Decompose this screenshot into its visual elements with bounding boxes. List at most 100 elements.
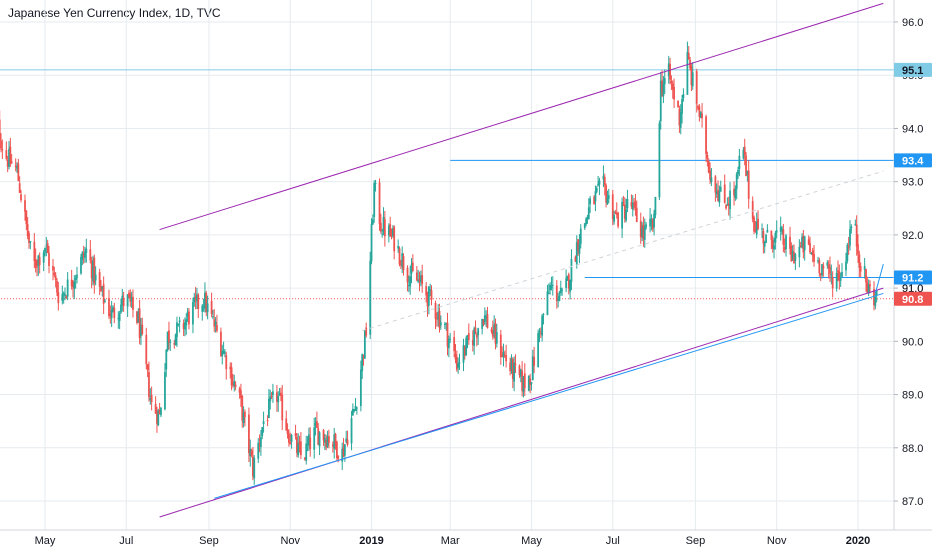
candle-body xyxy=(621,201,623,229)
candle-body xyxy=(623,204,626,219)
candle-body xyxy=(192,302,194,325)
candle-body xyxy=(266,420,269,422)
candle-body xyxy=(252,456,254,477)
candle-body xyxy=(315,421,318,428)
candle-body xyxy=(359,369,362,407)
candle-body xyxy=(130,296,133,301)
candle-body xyxy=(547,293,550,295)
candle-body xyxy=(866,282,869,293)
candle-body xyxy=(774,232,777,243)
candle-body xyxy=(52,266,54,271)
candle-body xyxy=(100,285,102,292)
candle-body xyxy=(66,279,69,297)
candle-body xyxy=(307,434,310,446)
candle-body xyxy=(613,215,615,222)
candle-body xyxy=(633,203,635,205)
candle-body xyxy=(799,245,802,248)
candle-body xyxy=(463,346,466,356)
candle-body xyxy=(766,229,769,233)
candle-body xyxy=(65,296,68,298)
time-tick-label: Sep xyxy=(686,535,706,547)
time-tick-label: Jul xyxy=(606,535,620,547)
price-axis[interactable]: 87.088.089.090.091.092.093.094.095.096.0 xyxy=(894,17,923,508)
candle-body xyxy=(407,284,410,286)
candle-body xyxy=(37,255,40,266)
candle-body xyxy=(578,243,581,254)
candle-body xyxy=(70,279,73,287)
candle-body xyxy=(569,279,572,292)
candle-body xyxy=(443,324,446,326)
channel-lower[interactable] xyxy=(159,287,884,518)
candle-body xyxy=(701,113,703,119)
candle-body xyxy=(29,241,32,243)
candle-body xyxy=(589,198,592,205)
candle-body xyxy=(822,265,825,269)
time-tick-label: 2019 xyxy=(359,535,383,547)
candle-body xyxy=(210,300,213,314)
candle-body xyxy=(298,441,301,445)
candle-body xyxy=(238,388,241,393)
candle-body xyxy=(290,434,293,442)
candle-body xyxy=(402,256,405,271)
candle-body xyxy=(770,230,773,240)
channel-midline[interactable] xyxy=(362,170,884,332)
candle-body xyxy=(278,393,281,395)
candle-body xyxy=(635,207,638,222)
candle-body xyxy=(723,184,726,203)
candle-body xyxy=(16,166,18,169)
candle-body xyxy=(513,362,516,382)
candle-body xyxy=(374,182,377,184)
candle-body xyxy=(343,444,346,456)
candle-body xyxy=(499,334,502,358)
channel-upper[interactable] xyxy=(159,2,884,231)
candle-body xyxy=(630,202,633,207)
candle-body xyxy=(169,341,172,343)
price-tick-label: 89.0 xyxy=(902,390,923,402)
candle-body xyxy=(733,188,735,196)
candle-body xyxy=(813,253,815,262)
candle-body xyxy=(810,252,813,254)
candle-body xyxy=(173,343,176,345)
candle-body xyxy=(475,334,478,338)
candle-body xyxy=(277,395,280,403)
candle-body xyxy=(705,116,707,155)
candle-body xyxy=(369,260,372,335)
candle-body xyxy=(401,253,404,267)
candle-body xyxy=(686,52,689,95)
candle-body xyxy=(762,231,765,244)
candle-body xyxy=(873,288,875,306)
candle-body xyxy=(829,267,831,274)
candle-body xyxy=(654,196,657,216)
time-axis[interactable]: May Jul Sep Nov 2019 Mar May Jul Sep Nov 2020 xyxy=(35,535,871,547)
candle-body xyxy=(727,203,730,207)
candle-body xyxy=(34,259,37,268)
candle-body xyxy=(9,146,12,164)
candle-body xyxy=(233,381,236,387)
candle-body xyxy=(754,229,757,232)
candle-body xyxy=(188,311,190,325)
candle-body xyxy=(682,94,685,99)
candle-body xyxy=(747,170,750,199)
time-tick-label: May xyxy=(521,535,542,547)
candle-body xyxy=(558,295,561,301)
candle-body xyxy=(373,182,376,217)
candle-body xyxy=(447,338,450,349)
candle-body xyxy=(501,355,504,357)
support-line[interactable] xyxy=(214,292,884,499)
breakdown-line[interactable] xyxy=(874,264,884,294)
candle-body xyxy=(244,411,246,418)
candle-body xyxy=(437,311,440,320)
horizontal-lines[interactable] xyxy=(0,69,894,300)
candle-body xyxy=(257,442,260,459)
candle-body xyxy=(184,322,186,330)
candle-body xyxy=(193,296,196,303)
trend-lines[interactable] xyxy=(159,2,884,518)
candle-body xyxy=(33,241,36,261)
candle-body xyxy=(286,429,289,435)
candle-body xyxy=(830,274,833,276)
candle-body xyxy=(355,407,358,409)
candle-body xyxy=(346,439,349,445)
candle-body xyxy=(617,212,619,227)
candle-body xyxy=(523,373,526,389)
